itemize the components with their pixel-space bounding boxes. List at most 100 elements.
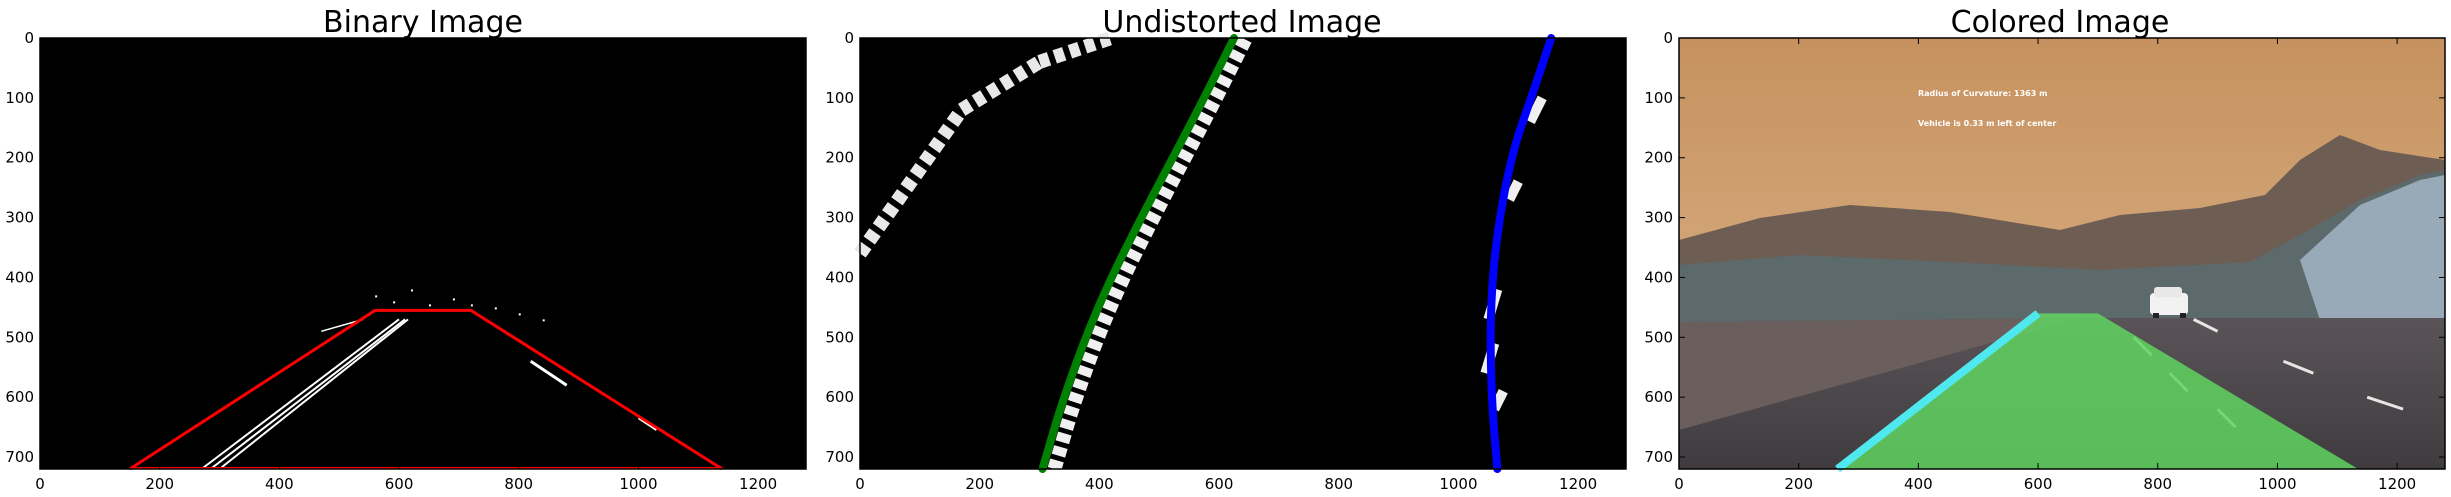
y-tick-label: 100 — [1644, 89, 1673, 107]
lane-pixels — [1047, 34, 1253, 471]
x-tick-label: 1200 — [2378, 475, 2416, 493]
left-lane-fit — [1038, 34, 1239, 473]
y-tick-label: 100 — [5, 89, 34, 107]
x-tick-label: 800 — [1324, 475, 1353, 493]
y-tick-label: 200 — [5, 149, 34, 167]
x-axis: 0 200 400 600 800 1000 1200 — [855, 38, 1597, 493]
lane-area — [1837, 313, 2359, 469]
noise-pixel — [494, 307, 497, 310]
car — [2150, 287, 2188, 318]
panel-colored: Colored Image Radius of Curvature: 1363 … — [1644, 5, 2446, 493]
x-tick-label: 200 — [145, 475, 174, 493]
y-tick-label: 500 — [5, 328, 34, 346]
x-tick-label: 600 — [1205, 475, 1234, 493]
x-tick-label: 1000 — [619, 475, 657, 493]
right-lane-fit — [1486, 34, 1556, 473]
lane-dash — [2366, 395, 2404, 411]
lane-pixels — [1525, 95, 1547, 125]
x-tick-label: 600 — [385, 475, 414, 493]
noise-pixel — [470, 304, 473, 307]
x-tick-label: 200 — [965, 475, 994, 493]
x-tick-label: 0 — [855, 475, 865, 493]
trees — [1679, 170, 2445, 330]
lane-dash — [2282, 359, 2314, 375]
lane-pixels — [637, 417, 657, 431]
x-tick-label: 800 — [504, 475, 533, 493]
marks — [1835, 310, 2359, 473]
barrier — [1679, 318, 2080, 430]
offset-text: Vehicle is 0.33 m left of center — [1918, 119, 2056, 128]
y-tick-label: 200 — [1644, 149, 1673, 167]
lane-pixels — [200, 318, 400, 470]
y-tick-label: 400 — [825, 268, 854, 286]
x-tick-label: 400 — [265, 475, 294, 493]
lane-dash — [2192, 318, 2219, 333]
x-tick-label: 1200 — [739, 475, 777, 493]
y-tick-label: 500 — [825, 328, 854, 346]
panel-title: Colored Image — [1951, 5, 2170, 40]
lane-pixels — [854, 105, 968, 258]
y-tick-label: 0 — [1663, 29, 1673, 47]
y-tick-label: 400 — [1644, 268, 1673, 286]
y-tick-label: 300 — [1644, 209, 1673, 227]
x-tick-label: 600 — [2024, 475, 2053, 493]
y-tick-label: 700 — [5, 448, 34, 466]
noise-pixel — [518, 313, 521, 316]
panel-title: Binary Image — [323, 5, 523, 40]
axes-frame — [859, 37, 1627, 470]
noise-pixel — [375, 295, 378, 298]
y-axis: 0 100 200 300 400 500 600 700 — [5, 29, 806, 466]
marks — [128, 308, 724, 471]
roi-polygon — [128, 308, 724, 471]
y-tick-label: 500 — [1644, 328, 1673, 346]
lane-pixels — [218, 318, 409, 470]
y-tick-label: 700 — [825, 448, 854, 466]
curvature-text: Radius of Curvature: 1363 m — [1918, 89, 2047, 98]
x-axis: 0 200 400 600 800 1000 1200 — [1674, 38, 2416, 493]
y-tick-label: 700 — [1644, 448, 1673, 466]
y-tick-label: 600 — [825, 388, 854, 406]
y-tick-label: 600 — [1644, 388, 1673, 406]
noise-pixel — [411, 289, 414, 292]
y-axis: 0 100 200 300 400 500 600 700 — [1644, 29, 2445, 466]
lane-pixels — [529, 360, 568, 387]
lane-pixels — [1504, 179, 1523, 202]
y-tick-label: 300 — [825, 209, 854, 227]
panel-title: Undistorted Image — [1102, 5, 1381, 40]
panel-undistorted: Undistorted Image 0 200 400 600 800 1000 1200 … — [825, 5, 1627, 493]
lane-pixels — [209, 318, 406, 470]
hillside — [2300, 175, 2445, 350]
y-tick-label: 0 — [24, 29, 34, 47]
y-tick-label: 400 — [5, 268, 34, 286]
noise-pixel — [452, 298, 455, 301]
noise-pixel — [542, 319, 545, 322]
axes-frame — [1678, 37, 2446, 470]
x-tick-label: 1000 — [1439, 475, 1477, 493]
x-tick-label: 800 — [2143, 475, 2172, 493]
marks — [1038, 34, 1556, 473]
x-tick-label: 400 — [1904, 475, 1933, 493]
image-area — [40, 38, 806, 469]
y-tick-label: 200 — [825, 149, 854, 167]
noise-pixel — [428, 304, 431, 307]
y-tick-label: 0 — [844, 29, 854, 47]
y-tick-label: 100 — [825, 89, 854, 107]
x-tick-label: 1000 — [2258, 475, 2296, 493]
x-tick-label: 0 — [1674, 475, 1684, 493]
x-tick-label: 200 — [1784, 475, 1813, 493]
noise-pixel — [393, 301, 396, 304]
axes-frame — [39, 37, 807, 470]
binary-pixels — [200, 289, 657, 470]
left-lane-edge — [1835, 310, 2041, 473]
x-tick-label: 0 — [35, 475, 45, 493]
lane-pixels — [1037, 31, 1114, 69]
panel-binary: Binary Image 0 200 400 600 800 1000 1200 0 100 2… — [5, 5, 807, 493]
image-area — [860, 38, 1626, 469]
y-tick-label: 300 — [5, 209, 34, 227]
x-tick-label: 400 — [1085, 475, 1114, 493]
y-axis: 0 100 200 300 400 500 600 700 — [825, 29, 1626, 466]
x-tick-label: 1200 — [1559, 475, 1597, 493]
x-axis: 0 200 400 600 800 1000 1200 — [35, 38, 777, 493]
y-tick-label: 600 — [5, 388, 34, 406]
